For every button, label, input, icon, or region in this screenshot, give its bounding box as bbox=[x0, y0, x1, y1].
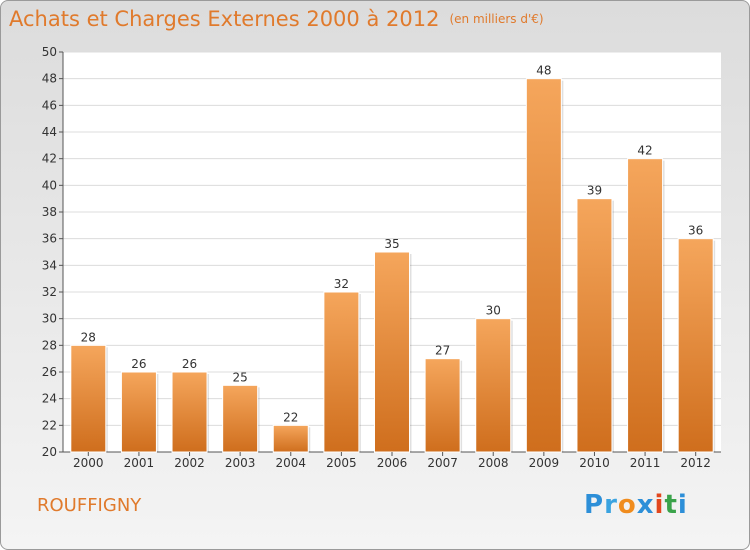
x-tick-label: 2000 bbox=[73, 456, 104, 470]
bar-value-label: 28 bbox=[81, 330, 96, 344]
y-tick-label: 22 bbox=[42, 418, 57, 432]
y-tick-label: 46 bbox=[42, 98, 57, 112]
y-tick-label: 34 bbox=[42, 258, 57, 272]
y-tick-label: 30 bbox=[42, 312, 57, 326]
logo-letter: x bbox=[636, 490, 655, 520]
logo-letter: o bbox=[617, 490, 637, 520]
y-tick-label: 50 bbox=[42, 45, 57, 59]
x-tick-label: 2009 bbox=[529, 456, 560, 470]
x-tick-label: 2004 bbox=[275, 456, 306, 470]
logo-letter: P bbox=[584, 490, 605, 520]
bar bbox=[475, 318, 512, 453]
x-tick-label: 2007 bbox=[427, 456, 458, 470]
bar-value-label: 26 bbox=[182, 357, 197, 371]
bar-value-label: 42 bbox=[637, 144, 652, 158]
bar bbox=[272, 424, 309, 453]
x-tick-label: 2003 bbox=[225, 456, 256, 470]
x-tick-label: 2012 bbox=[680, 456, 711, 470]
bar-value-label: 32 bbox=[334, 277, 349, 291]
x-tick-label: 2002 bbox=[174, 456, 205, 470]
bar-value-label: 22 bbox=[283, 410, 298, 424]
logo-letter: i bbox=[677, 490, 688, 520]
x-tick-label: 2006 bbox=[377, 456, 408, 470]
y-tick-label: 24 bbox=[42, 392, 57, 406]
chart-title-text: Achats et Charges Externes 2000 à 2012 bbox=[9, 7, 440, 31]
bar bbox=[323, 291, 360, 453]
bar bbox=[70, 344, 107, 453]
y-tick-label: 44 bbox=[42, 125, 57, 139]
bar bbox=[576, 198, 613, 453]
y-tick-label: 32 bbox=[42, 285, 57, 299]
bar bbox=[171, 371, 208, 453]
y-tick-label: 36 bbox=[42, 232, 57, 246]
bar-value-label: 25 bbox=[233, 370, 248, 384]
y-tick-label: 48 bbox=[42, 72, 57, 86]
y-tick-label: 40 bbox=[42, 178, 57, 192]
y-tick-label: 20 bbox=[42, 445, 57, 459]
logo-letter: i bbox=[654, 490, 665, 520]
bar-value-label: 27 bbox=[435, 344, 450, 358]
y-tick-label: 26 bbox=[42, 365, 57, 379]
bar bbox=[424, 358, 461, 453]
x-tick-label: 2011 bbox=[630, 456, 661, 470]
bar bbox=[627, 158, 664, 453]
proxiti-logo: Proxiti bbox=[584, 490, 688, 520]
logo-letter: t bbox=[664, 490, 678, 520]
bar-value-label: 36 bbox=[688, 224, 703, 238]
chart-unit: (en milliers d'€) bbox=[449, 12, 544, 26]
bar-value-label: 35 bbox=[384, 237, 399, 251]
bar bbox=[222, 384, 259, 453]
y-tick-label: 28 bbox=[42, 338, 57, 352]
y-tick-label: 38 bbox=[42, 205, 57, 219]
bar-value-label: 39 bbox=[587, 184, 602, 198]
chart-title: Achats et Charges Externes 2000 à 2012 (e… bbox=[9, 7, 544, 31]
bar bbox=[120, 371, 157, 453]
commune-name: ROUFFIGNY bbox=[37, 495, 142, 516]
bar-value-label: 48 bbox=[536, 64, 551, 78]
x-tick-label: 2010 bbox=[579, 456, 610, 470]
x-tick-label: 2008 bbox=[478, 456, 509, 470]
x-tick-label: 2001 bbox=[124, 456, 155, 470]
x-tick-label: 2005 bbox=[326, 456, 357, 470]
bar bbox=[374, 251, 410, 453]
y-tick-label: 42 bbox=[42, 152, 57, 166]
bar-value-label: 30 bbox=[486, 304, 501, 318]
bar-value-label: 26 bbox=[131, 357, 146, 371]
bar bbox=[677, 238, 714, 453]
logo-letter: r bbox=[604, 490, 618, 520]
bar bbox=[525, 78, 562, 453]
